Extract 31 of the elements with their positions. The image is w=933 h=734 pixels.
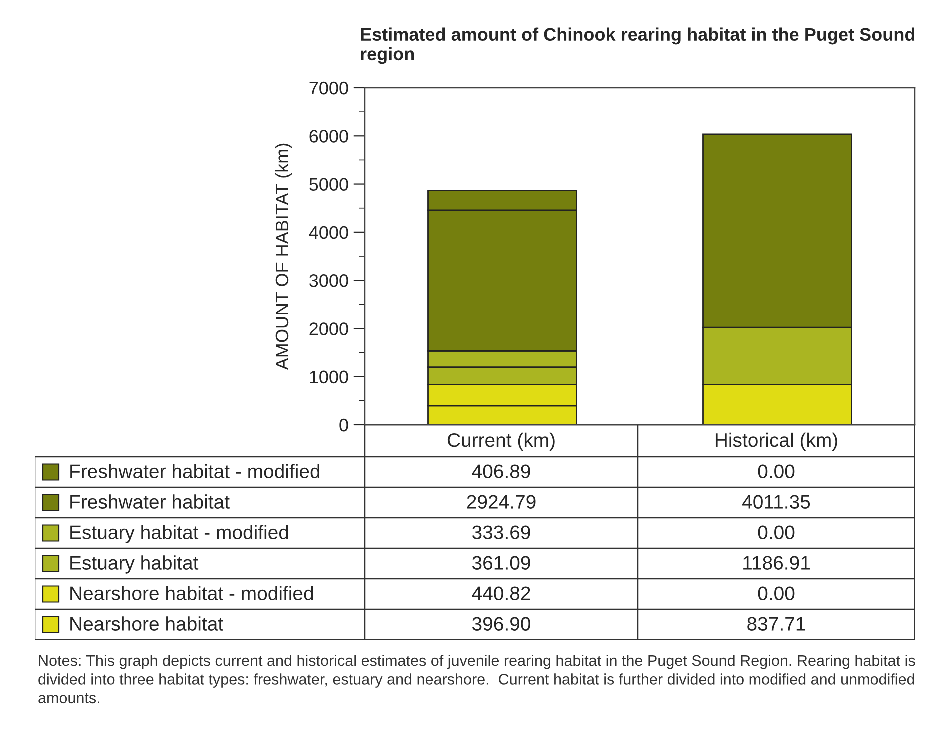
data-label: 0.00 bbox=[758, 586, 795, 600]
legend-label: Estuary habitat - modified bbox=[70, 525, 288, 544]
y-axis-title: AMOUNT OF HABITAT (km) bbox=[275, 144, 292, 370]
data-label: 440.82 bbox=[472, 586, 530, 600]
data-label: 361.09 bbox=[472, 556, 530, 570]
x-tick-label: Current (km) bbox=[448, 432, 555, 452]
legend-label: Freshwater habitat - modified bbox=[70, 464, 320, 478]
legend-label: Nearshore habitat bbox=[70, 616, 224, 631]
chart-title: Estimated amount of Chinook rearing habitat in the Puget Sound region bbox=[361, 28, 915, 64]
y-tick-label: 5000 bbox=[310, 178, 348, 192]
y-tick-label: 3000 bbox=[310, 274, 348, 288]
data-label: 396.90 bbox=[472, 617, 530, 631]
data-label: 837.71 bbox=[748, 617, 806, 631]
y-tick-label: 0 bbox=[340, 418, 348, 432]
data-label: 406.89 bbox=[472, 464, 530, 478]
text: Notes: This graph depicts current and historical estimates of juvenile rearing habitat in the Puget Sound Region. Rearing habitat is divided into three habitat types: freshwater, estuary and nearshore. Current habitat is further divided into modified and unmodified amounts. bbox=[38, 655, 916, 704]
y-tick-label: 2000 bbox=[310, 322, 348, 336]
y-tick-label: 7000 bbox=[310, 82, 348, 95]
data-label: 1186.91 bbox=[744, 556, 810, 570]
legend-label: Estuary habitat bbox=[70, 556, 199, 574]
data-label: 2924.79 bbox=[467, 495, 536, 509]
legend-label: Freshwater habitat bbox=[70, 494, 230, 509]
y-tick-label: 1000 bbox=[310, 370, 348, 384]
data-label: 0.00 bbox=[758, 526, 795, 540]
data-label: 333.69 bbox=[472, 526, 530, 540]
data-label: 4011.35 bbox=[742, 495, 810, 509]
y-tick-label: 6000 bbox=[310, 130, 348, 143]
legend-label: Nearshore habitat - modified bbox=[70, 586, 314, 600]
x-tick-label: Historical (km) bbox=[716, 432, 838, 452]
data-label: 0.00 bbox=[758, 464, 795, 478]
y-tick-label: 4000 bbox=[309, 226, 348, 240]
